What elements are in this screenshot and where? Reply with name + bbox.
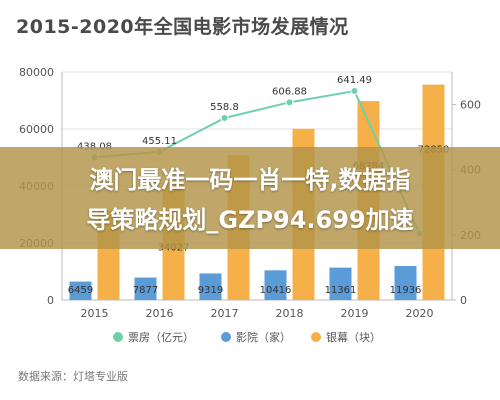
data-label-box-office: 455.11 [142, 136, 177, 147]
point-box-office [220, 113, 229, 122]
overlay-banner [0, 147, 500, 249]
legend-label: 银幕（块） [326, 330, 381, 344]
bar-cinemas [134, 277, 157, 300]
data-label-cinemas: 11361 [325, 285, 357, 296]
bar-cinemas [329, 267, 352, 300]
bar-cinemas [264, 270, 287, 300]
data-source-note: 数据来源：灯塔专业版 [18, 370, 128, 383]
x-axis-tick-label: 2017 [211, 307, 239, 320]
left-axis-tick-label: 60000 [19, 123, 54, 136]
bar-cinemas [394, 265, 417, 300]
bar-cinemas [69, 281, 92, 300]
data-label-cinemas: 10416 [260, 285, 292, 296]
point-box-office [285, 98, 294, 107]
right-axis-tick-label: 600 [460, 99, 481, 112]
left-axis-tick-label: 0 [47, 294, 54, 307]
left-axis-tick-label: 80000 [19, 66, 54, 79]
data-label-box-office: 641.49 [337, 75, 372, 86]
overlay-banner-line-2: 导策略规划_GZP94.699加速 [86, 206, 414, 234]
chart-title: 2015-2020年全国电影市场发展情况 [16, 16, 349, 38]
data-label-box-office: 606.88 [272, 86, 307, 97]
data-label-box-office: 558.8 [210, 102, 239, 113]
overlay-banner-line-1: 澳门最准一码一肖一特,数据指 [89, 166, 411, 194]
legend-label: 票房（亿元） [128, 331, 194, 344]
bar-cinemas [199, 273, 222, 300]
right-axis-tick-label: 0 [460, 294, 467, 307]
x-axis-tick-label: 2020 [406, 307, 434, 320]
legend-swatch [311, 332, 321, 342]
x-axis-tick-label: 2018 [276, 307, 304, 320]
data-label-cinemas: 7877 [133, 285, 158, 296]
data-label-cinemas: 11936 [390, 285, 422, 296]
x-axis-tick-label: 2019 [341, 307, 369, 320]
legend-label: 影院（家） [236, 330, 291, 344]
point-box-office [350, 87, 359, 96]
data-label-cinemas: 6459 [68, 285, 93, 296]
data-label-box-office: 438.08 [77, 141, 112, 152]
legend-swatch [221, 332, 231, 342]
x-axis-tick-label: 2016 [146, 307, 174, 320]
legend-swatch [113, 332, 123, 342]
x-axis-tick-label: 2015 [81, 307, 109, 320]
data-label-cinemas: 9319 [198, 285, 223, 296]
